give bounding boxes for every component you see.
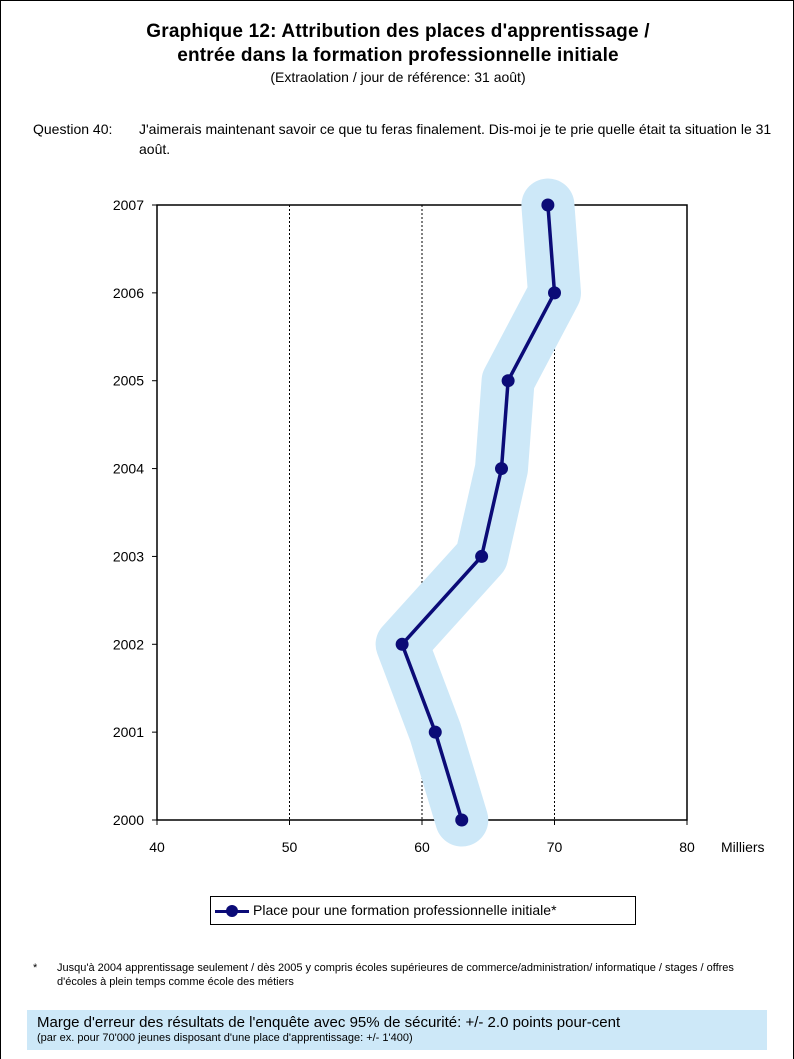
x-axis-unit-label: Milliers: [721, 839, 765, 855]
y-tick-label: 2000: [113, 812, 144, 828]
question-label: Question 40:: [33, 121, 113, 137]
y-tick-label: 2005: [113, 373, 144, 389]
x-tick-label: 60: [414, 839, 430, 855]
chart-title-line2: entrée dans la formation professionnelle…: [177, 45, 619, 66]
data-point: [541, 198, 555, 212]
data-point: [501, 374, 515, 388]
question-text: J'aimerais maintenant savoir ce que tu f…: [139, 121, 772, 157]
y-tick-label: 2003: [113, 548, 144, 564]
legend-series-label: Place pour une formation professionnelle…: [253, 902, 557, 918]
chart-legend: Place pour une formation professionnelle…: [210, 896, 636, 925]
y-tick-label: 2007: [113, 197, 144, 213]
data-point: [548, 286, 561, 300]
x-tick-label: 40: [149, 839, 165, 855]
y-tick-label: 2002: [113, 636, 144, 652]
y-tick-label: 2006: [113, 285, 144, 301]
error-margin-main: Marge d'erreur des résultats de l'enquêt…: [37, 1014, 621, 1031]
y-tick-label: 2004: [113, 461, 144, 477]
chart-title-line1: Graphique 12: Attribution des places d'a…: [146, 21, 650, 42]
line-chart: 2007 2006 2005 2004 2003 2002 2001 2000 40 50 60 70…: [113, 178, 765, 855]
x-tick-label: 80: [679, 839, 695, 855]
x-tick-label: 70: [547, 839, 563, 855]
data-point: [495, 462, 508, 476]
data-point: [395, 637, 409, 651]
chart-subtitle: (Extraolation / jour de référence: 31 ao…: [270, 69, 526, 85]
error-margin-example: (par ex. pour 70'000 jeunes disposant d'…: [37, 1032, 413, 1044]
series-line: [400, 204, 557, 821]
footnote-text: Jusqu'à 2004 apprentissage seulement / d…: [57, 962, 734, 988]
data-point: [428, 725, 442, 739]
footnote-marker: *: [33, 962, 38, 974]
error-margin-note: Marge d'erreur des résultats de l'enquêt…: [27, 1010, 767, 1050]
data-point: [475, 549, 489, 563]
y-tick-label: 2001: [113, 724, 144, 740]
legend-marker-swatch: [226, 905, 238, 917]
data-point: [455, 813, 469, 827]
x-tick-label: 50: [282, 839, 298, 855]
